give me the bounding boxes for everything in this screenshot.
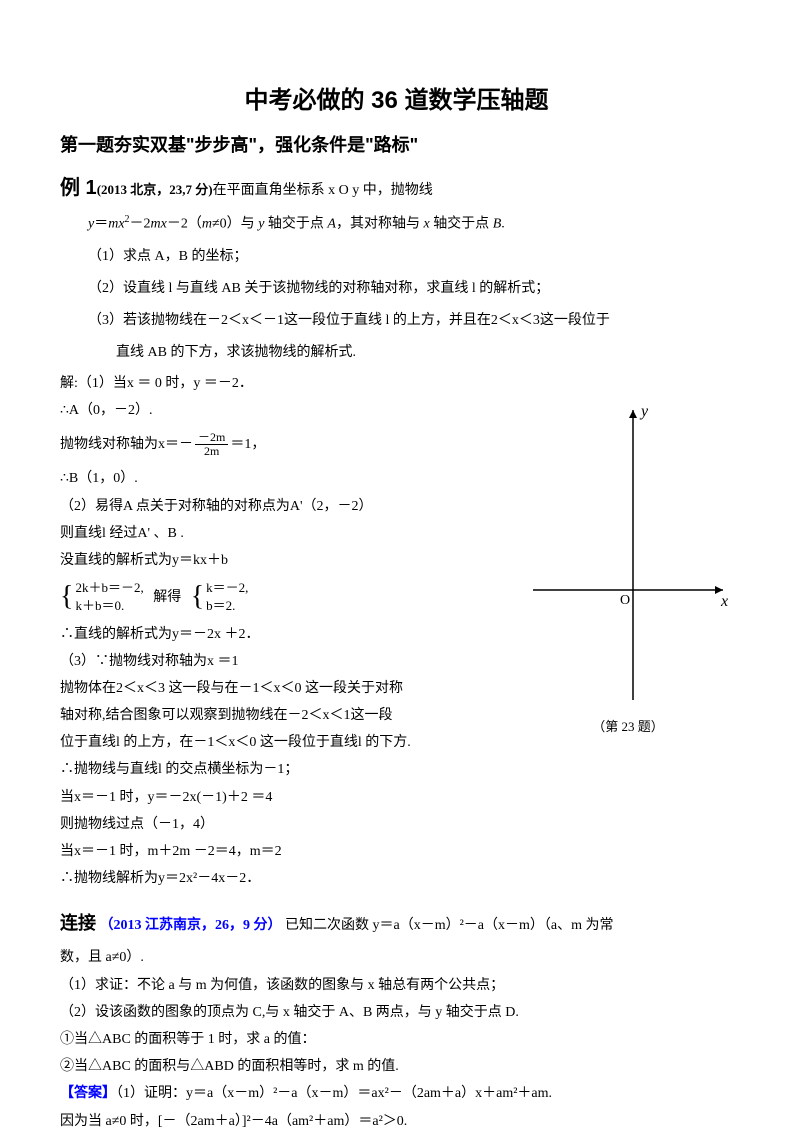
page-title: 中考必做的 36 道数学压轴题 — [60, 80, 733, 115]
sol-16: 则抛物线过点（－1，4） — [60, 812, 490, 837]
example-header: 例 1(2013 北京，23,7 分)在平面直角坐标系 x O y 中，抛物线 — [60, 171, 733, 200]
sol-1: 解:（1）当x ＝ 0 时，y ＝－2． — [60, 371, 490, 396]
sol-9: ∴直线的解析式为y＝－2x ＋2． — [60, 622, 490, 647]
coordinate-figure: y x O （第 23 题） — [523, 400, 733, 735]
origin-label: O — [620, 593, 630, 608]
q3-cont: 直线 AB 的下方，求该抛物线的解析式. — [60, 339, 733, 367]
connect-intro: 已知二次函数 y＝a（x－m）²－a（x－m）（a、m 为常 — [285, 918, 614, 933]
sol-5: （2）易得A 点关于对称轴的对称点为A'（2，－2） — [60, 494, 490, 519]
example-label: 例 1 — [60, 177, 97, 199]
connect-intro2: 数，且 a≠0）. — [60, 945, 733, 970]
axes-svg: y x O — [523, 400, 733, 710]
sol-15: 当x＝－1 时，y＝－2x(－1)＋2 ＝4 — [60, 785, 490, 810]
sol-14: ∴抛物线与直线l 的交点横坐标为－1； — [60, 757, 490, 782]
q2: （2）设直线 l 与直线 AB 关于该抛物线的对称轴对称，求直线 l 的解析式； — [88, 275, 733, 303]
connect-q2: （2）设该函数的图象的顶点为 C,与 x 轴交于 A、B 两点，与 y 轴交于点… — [60, 1000, 733, 1025]
connect-q2a: ①当△ABC 的面积等于 1 时，求 a 的值： — [60, 1027, 733, 1052]
q1: （1）求点 A，B 的坐标； — [88, 243, 733, 271]
q3: （3）若该抛物线在－2＜x＜－1这一段位于直线 l 的上方，并且在2＜x＜3这一… — [88, 307, 733, 335]
page-subtitle: 第一题夯实双基"步步高"，强化条件是"路标" — [60, 131, 733, 157]
sol-17: 当x＝－1 时，m＋2m －2＝4，m＝2 — [60, 839, 490, 864]
sol-11: 抛物体在2＜x＜3 这一段与在－1＜x＜0 这一段关于对称 — [60, 676, 490, 701]
example-intro: 在平面直角坐标系 x O y 中，抛物线 — [213, 183, 433, 198]
y-axis-label: y — [639, 403, 649, 420]
sol-18: ∴抛物线解析为y＝2x²－4x－2． — [60, 866, 490, 891]
connect-block: 连接 （2013 江苏南京，26，9 分） 已知二次函数 y＝a（x－m）²－a… — [60, 905, 733, 1133]
connect-meta: （2013 江苏南京，26，9 分） — [100, 918, 282, 933]
connect-q2b: ②当△ABC 的面积与△ABD 的面积相等时，求 m 的值. — [60, 1054, 733, 1079]
sol-10: （3）∵抛物线对称轴为x ＝1 — [60, 649, 490, 674]
sol-2: ∴A（0，－2）. — [60, 398, 490, 423]
connect-q1: （1）求证：不论 a 与 m 为何值，该函数的图象与 x 轴总有两个公共点； — [60, 973, 733, 998]
sol-4: ∴B（1，0）. — [60, 466, 490, 491]
figure-caption: （第 23 题） — [523, 716, 733, 735]
sol-6: 则直线l 经过A' 、B . — [60, 521, 490, 546]
x-axis-label: x — [720, 593, 728, 610]
connect-ans2: 因为当 a≠0 时，[－（2am＋a）]²－4a（am²＋am）＝a²＞0. — [60, 1109, 733, 1134]
example-meta: (2013 北京，23,7 分) — [97, 182, 213, 197]
connect-ans1: 【答案】（1）证明：y＝a（x－m）²－a（x－m）＝ax²－（2am＋a）x＋… — [60, 1081, 733, 1106]
sol-3: 抛物线对称轴为x＝－－2m2m＝1， — [60, 431, 490, 458]
sol-7: 没直线的解析式为y＝kx＋b — [60, 548, 490, 573]
sol-8: {2k＋b＝－2,k＋b＝0. 解得 {k＝－2,b＝2. — [60, 579, 490, 615]
sol-12: 轴对称,结合图象可以观察到抛物线在－2＜x＜1这一段 — [60, 703, 490, 728]
connect-label: 连接 — [60, 913, 96, 933]
formula-line: y＝mx2－2mx－2（m≠0）与 y 轴交于点 A，其对称轴与 x 轴交于点 … — [88, 210, 733, 239]
sol-13: 位于直线l 的上方，在－1＜x＜0 这一段位于直线l 的下方. — [60, 730, 490, 755]
